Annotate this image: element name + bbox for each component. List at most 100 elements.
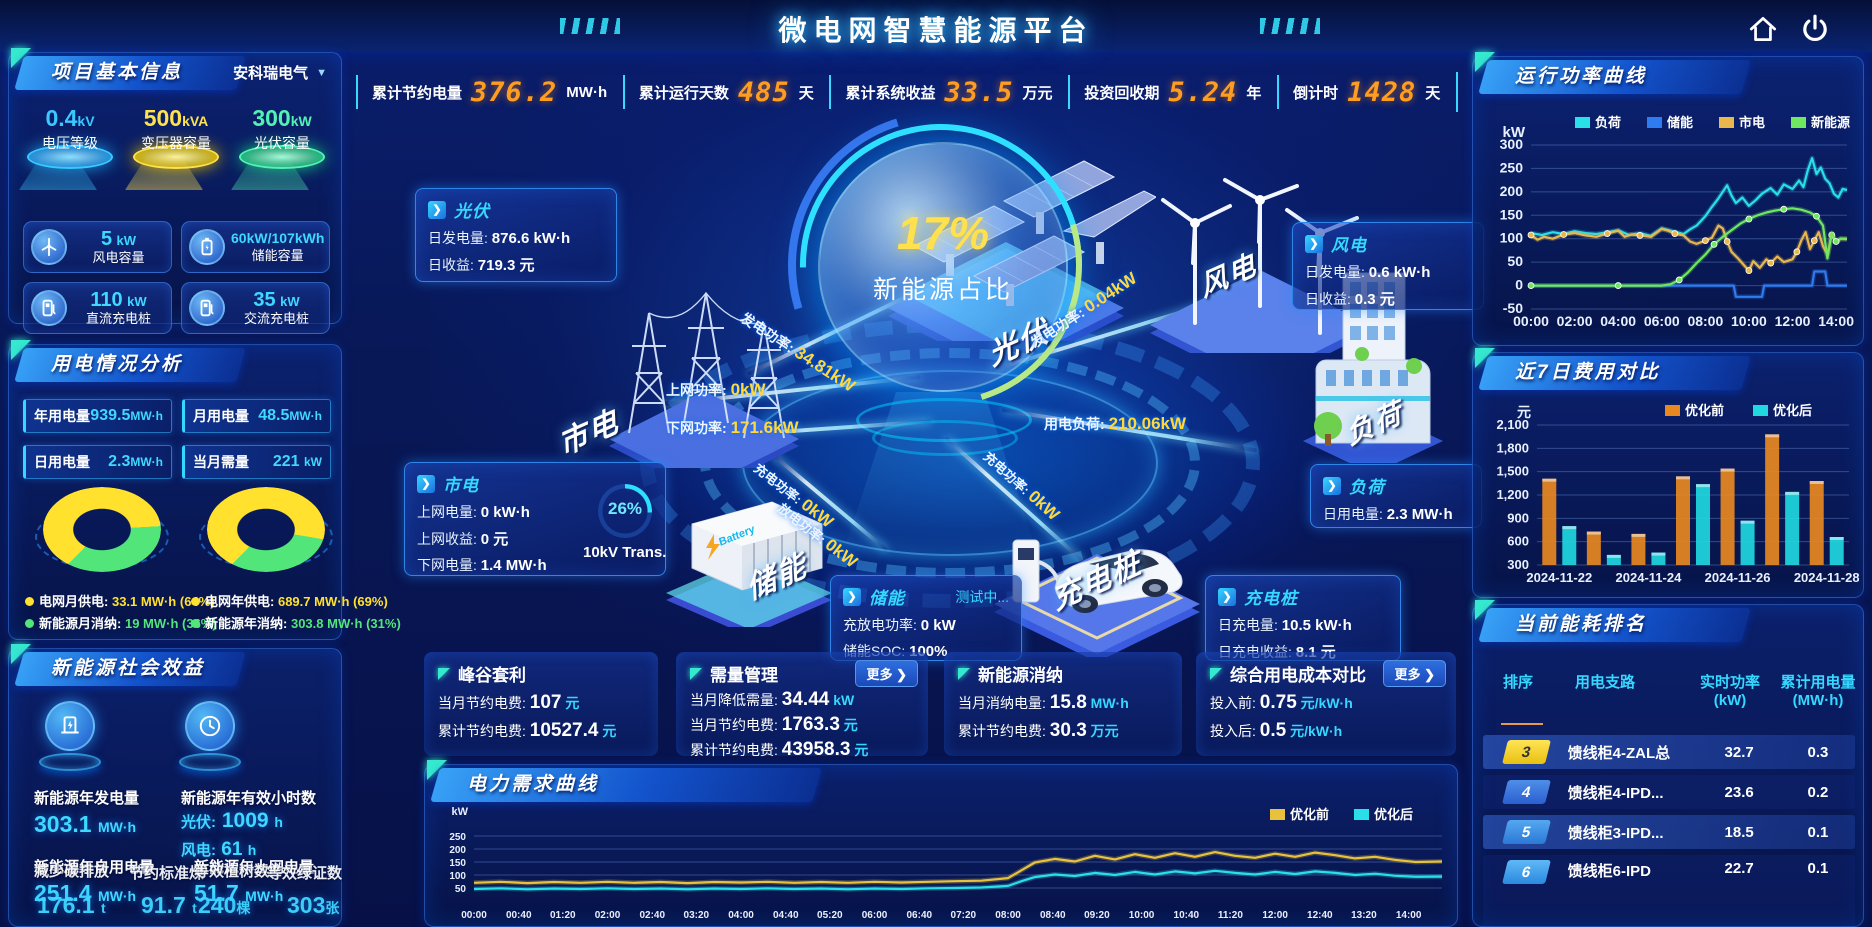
kpi-value: 5.24 xyxy=(1168,76,1238,108)
svg-text:300: 300 xyxy=(1507,557,1529,572)
svg-text:11:20: 11:20 xyxy=(1218,910,1243,921)
storage-info-panel: ❯ 储能 测试中... 充放电功率: 0 kW 储能SOC: 100% xyxy=(830,575,1022,661)
svg-text:14:00: 14:00 xyxy=(1818,313,1854,329)
legend-value: 303.8 MW·h (31%) xyxy=(290,616,401,631)
panel-power-curve: 运行功率曲线 300 250 200 150 100 50 0 -50 kW 00:00 02:00… xyxy=(1472,52,1864,346)
transformer-capacity-stat: 500kVA 变压器容量 xyxy=(125,105,227,190)
svg-text:00:40: 00:40 xyxy=(506,910,532,921)
col-branch: 用电支路 xyxy=(1575,674,1636,691)
home-icon[interactable] xyxy=(1746,12,1780,46)
svg-text:06:00: 06:00 xyxy=(862,910,888,921)
ev-charger-illustration xyxy=(994,539,1200,657)
svg-text:12:00: 12:00 xyxy=(1262,910,1288,921)
svg-text:05:20: 05:20 xyxy=(817,910,843,921)
svg-text:250: 250 xyxy=(449,832,466,843)
to-grid-value: 51.7 MW·h xyxy=(194,880,284,906)
info-title: 储能 xyxy=(869,589,905,608)
arrow-icon: ❯ xyxy=(843,587,861,606)
coal-label: 节约标准煤 xyxy=(129,865,205,882)
panel-title: 近7日费用对比 xyxy=(1515,362,1661,383)
panel-title: 新能源社会效益 xyxy=(51,658,206,679)
chip-label: 当月需量 xyxy=(193,454,249,470)
svg-text:600: 600 xyxy=(1507,534,1529,549)
storage-capacity-card: 60kW/107kWh 储能容量 xyxy=(181,221,330,273)
svg-text:优化后: 优化后 xyxy=(1773,403,1812,418)
legend-dot-icon xyxy=(191,597,200,606)
legend-dot-icon xyxy=(191,619,200,628)
glow-base xyxy=(239,145,325,169)
panel-title: 当前能耗排名 xyxy=(1515,614,1648,635)
col-rank: 排序 xyxy=(1503,674,1534,691)
legend-label: 新能源月消纳: xyxy=(39,616,122,631)
card-value: 60kW/107kWh xyxy=(231,230,325,247)
donut-ring xyxy=(43,487,161,572)
grid-towers-illustration xyxy=(609,291,799,468)
power-cell: 22.7 xyxy=(1724,860,1754,877)
power-icon[interactable] xyxy=(1798,12,1832,46)
card-unit: kW xyxy=(127,294,147,310)
svg-text:储能: 储能 xyxy=(1666,115,1693,130)
more-button[interactable]: 更多 ❯ xyxy=(855,660,918,687)
table-row[interactable]: 3 馈线柜4-ZAL总 32.7 0.3 xyxy=(1483,735,1855,769)
battery-icon xyxy=(189,229,225,265)
card-title: 新能源消纳 xyxy=(978,666,1063,685)
svg-text:02:00: 02:00 xyxy=(595,910,621,921)
storage-test-note: 测试中... xyxy=(955,588,1009,605)
branch-cell: 馈线柜4-IPD... xyxy=(1567,784,1664,802)
arrow-icon: ❯ xyxy=(1218,587,1236,606)
rank-badge: 5 xyxy=(1502,820,1551,844)
glow-base xyxy=(27,145,113,169)
month-usage-chip: 月用电量 48.5MW·h xyxy=(182,399,331,433)
svg-text:14:00: 14:00 xyxy=(1396,910,1422,921)
svg-text:2,100: 2,100 xyxy=(1496,417,1529,432)
stat-label: 电压等级 xyxy=(42,135,98,151)
table-row[interactable]: 6 馈线柜6-IPD 22.7 0.1 xyxy=(1483,855,1855,927)
panel-demand-curve: 电力需求曲线 250 200 150 100 50 kW 00:00 00:40 01:20 02… xyxy=(424,760,1458,927)
stat-value: 500 xyxy=(143,105,183,131)
arrow-icon: ❯ xyxy=(1323,476,1341,495)
charger-info-panel: ❯充电桩 日充电量: 10.5 kW·h 日充电收益: 8.1 元 xyxy=(1205,575,1401,661)
svg-text:12:00: 12:00 xyxy=(1775,313,1811,329)
svg-text:2024-11-26: 2024-11-26 xyxy=(1705,570,1771,585)
dc-charger-icon xyxy=(31,290,67,326)
chip-value: 2.3 xyxy=(108,453,131,470)
kpi-label: 累计运行天数 xyxy=(638,84,729,102)
transformer-load-value: 26% xyxy=(608,499,643,518)
svg-text:12:40: 12:40 xyxy=(1307,910,1333,921)
wind-info-panel: ❯ 风电 日发电量: 0.6 kW·h 日收益: 0.3 元 xyxy=(1292,222,1484,310)
svg-text:2024-11-24: 2024-11-24 xyxy=(1616,570,1683,585)
table-row[interactable]: 4 馈线柜4-IPD... 23.6 0.2 xyxy=(1483,775,1855,809)
svg-text:0: 0 xyxy=(1515,277,1523,293)
legend-item: 优化后 xyxy=(1354,807,1413,822)
panel-project-info: 项目基本信息 安科瑞电气 ▼ 0.4kV 电压等级 500kVA 变压器容量 3… xyxy=(8,48,342,334)
stat-value: 300 xyxy=(252,105,291,131)
card-corner-icon xyxy=(958,667,970,680)
company-select[interactable]: 安科瑞电气 ▼ xyxy=(233,62,327,83)
svg-text:09:20: 09:20 xyxy=(1084,910,1110,921)
svg-text:2024-11-22: 2024-11-22 xyxy=(1526,570,1592,585)
svg-text:50: 50 xyxy=(1507,253,1523,269)
year-usage-chip: 年用电量 939.5MW·h xyxy=(23,399,172,433)
svg-text:02:00: 02:00 xyxy=(1557,313,1593,329)
glow-base xyxy=(133,145,219,169)
table-row[interactable]: 5 馈线柜3-IPD... 18.5 0.1 xyxy=(1483,815,1855,849)
card-unit: kW xyxy=(116,233,137,249)
svg-text:-50: -50 xyxy=(1503,300,1523,316)
more-button[interactable]: 更多 ❯ xyxy=(1383,660,1446,687)
card-label: 风电容量 xyxy=(92,250,145,266)
svg-text:优化后: 优化后 xyxy=(1374,807,1413,822)
svg-text:06:40: 06:40 xyxy=(906,910,932,921)
wind-hours-value: 风电: 61 h xyxy=(181,839,257,860)
card-value: 5 xyxy=(100,228,113,251)
svg-text:00:00: 00:00 xyxy=(1513,313,1549,329)
legend-label: 电网年供电: xyxy=(205,594,275,609)
chip-unit: MW·h xyxy=(130,409,163,423)
card-unit: kW xyxy=(280,294,300,310)
legend-item: 优化后 xyxy=(1753,403,1812,418)
transformer-ring xyxy=(598,484,652,538)
svg-text:kW: kW xyxy=(1503,124,1526,141)
svg-text:250: 250 xyxy=(1500,159,1524,175)
app-header: 微电网智慧能源平台 xyxy=(0,0,1872,52)
chip-unit: kW xyxy=(304,455,322,469)
svg-text:新能源: 新能源 xyxy=(1811,115,1850,130)
